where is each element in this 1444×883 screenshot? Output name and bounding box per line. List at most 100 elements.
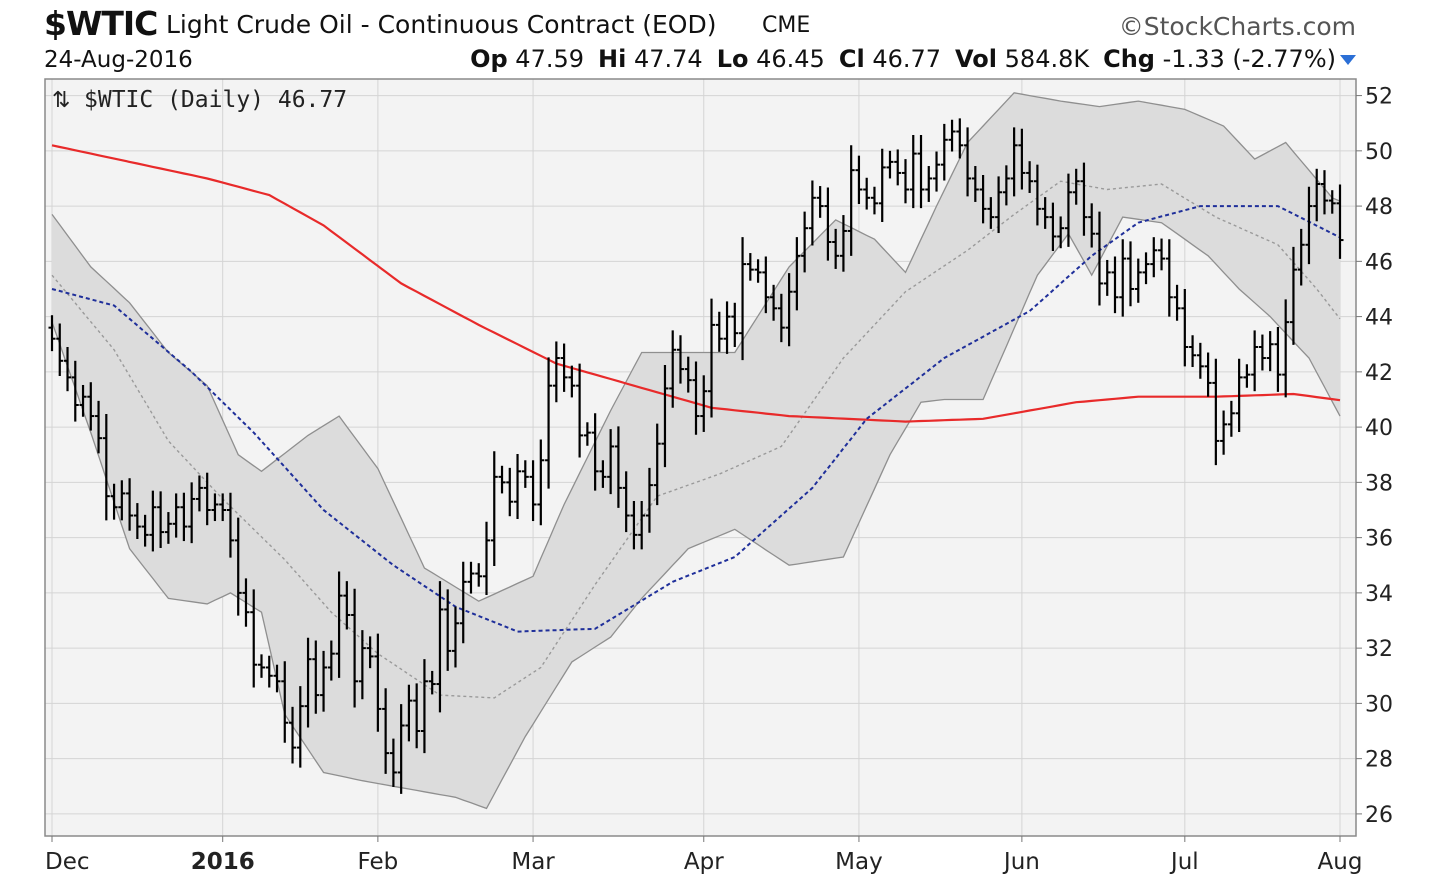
change-label: Chg (1103, 45, 1155, 73)
ohlc-bar (1080, 162, 1088, 236)
ohlc-bar (1103, 259, 1111, 296)
volume-value: 584.8K (1004, 45, 1090, 73)
ohlc-bar (250, 589, 258, 688)
ohlc-bar (444, 589, 452, 671)
ohlc-bar (397, 704, 405, 794)
y-tick-label: 52 (1365, 85, 1393, 110)
change-down-icon[interactable] (1340, 55, 1356, 65)
ohlc-bar (64, 346, 72, 392)
ohlc-bar (71, 360, 79, 422)
ohlc-bar (475, 563, 483, 587)
ohlc-bar (281, 661, 289, 743)
ohlc-bar (1026, 161, 1034, 193)
ohlc-bar (839, 215, 847, 272)
ohlc-bar (335, 571, 343, 678)
ohlc-bar (886, 150, 894, 179)
ohlc-bar (1119, 239, 1127, 317)
ohlc-bar (832, 228, 840, 269)
chart-header-quote-row: 24-Aug-2016 Op 47.59 Hi 47.74 Lo 46.45 Cl 4… (44, 44, 1356, 78)
ohlc-bar (808, 180, 816, 246)
symbol[interactable]: $WTIC (44, 4, 158, 43)
volume-label: Vol (955, 45, 998, 73)
ohlc-bar (242, 578, 250, 627)
stockcharts-logo[interactable]: ©StockCharts.com (1118, 12, 1356, 41)
ohlc-bar (1033, 164, 1041, 226)
ohlc-bar (413, 683, 421, 749)
y-axis: 26 28 30 32 34 36 38 40 42 44 46 48 50 52 (1356, 85, 1393, 828)
ohlc-bar (521, 460, 529, 488)
x-tick-label: Jun (1002, 849, 1040, 875)
ohlc-bar (1266, 331, 1274, 372)
ohlc-bar (296, 686, 304, 768)
ohlc-bar (320, 650, 328, 712)
ohlc-bar (964, 127, 972, 197)
ohlc-bar (188, 482, 196, 544)
ohlc-bar (211, 493, 219, 522)
ohlc-bar (739, 237, 747, 361)
x-tick-label: Apr (684, 849, 724, 875)
ohlc-bar (180, 492, 188, 542)
ohlc-bar (1181, 288, 1189, 367)
ohlc-bar (436, 581, 444, 713)
y-tick-label: 38 (1365, 471, 1393, 496)
ohlc-bar (164, 512, 172, 544)
ohlc-bar (1088, 203, 1096, 248)
y-tick-label: 32 (1365, 637, 1393, 662)
ohlc-bar (762, 256, 770, 314)
y-tick-label: 42 (1365, 361, 1393, 386)
ohlc-bar (933, 151, 941, 192)
ohlc-bar (374, 633, 382, 732)
instrument-description: Light Crude Oil - Continuous Contract (E… (166, 10, 717, 39)
ohlc-bar (1165, 239, 1173, 317)
ohlc-bar (467, 561, 475, 594)
ohlc-bar (622, 471, 630, 533)
ohlc-bar (545, 357, 553, 489)
chart-header-title-row: $WTIC Light Crude Oil - Continuous Contr… (44, 4, 1356, 44)
ohlc-bar (490, 451, 498, 566)
ohlc-bar (715, 311, 723, 352)
y-tick-label: 36 (1365, 527, 1393, 552)
ohlc-bar (257, 654, 265, 678)
ohlc-bar (1150, 237, 1158, 278)
ohlc-bar (366, 636, 374, 669)
chart-legend: ⇅ $WTIC (Daily) 46.77 (52, 87, 347, 113)
ohlc-bar (1320, 170, 1328, 215)
ohlc-bar (1189, 335, 1197, 368)
ohlc-bar (909, 134, 917, 209)
ohlc-bar (265, 655, 273, 688)
change-value: -1.33 (-2.77%) (1162, 45, 1336, 73)
ohlc-bar (483, 521, 491, 595)
ohlc-bar (661, 364, 669, 468)
ohlc-bar (684, 356, 692, 393)
bollinger-middle-line (51, 180, 1341, 699)
ohlc-bar (327, 640, 335, 681)
ohlc-bar (428, 670, 436, 695)
ohlc-bar (583, 422, 591, 446)
ohlc-bar (529, 460, 537, 522)
high-label: Hi (598, 45, 627, 73)
x-axis: Dec 2016 Feb Mar Apr May Jun Jul Aug (45, 836, 1362, 875)
ohlc-bar (1002, 165, 1010, 206)
ohlc-bar (1064, 173, 1072, 247)
ohlc-bar (1235, 358, 1243, 432)
ohlc-bar (599, 460, 607, 488)
ohlc-bar (1041, 197, 1049, 229)
ohlc-bar (351, 588, 359, 708)
ohlc-bar (405, 684, 413, 742)
ohlc-bar (126, 478, 134, 531)
ohlc-bar (1018, 128, 1026, 190)
ohlc-bar (48, 315, 56, 352)
ohlc-bar (1336, 184, 1344, 259)
ohlc-bar (289, 706, 297, 764)
legend-arrows-icon[interactable]: ⇅ (52, 88, 70, 113)
ohlc-bar (110, 483, 118, 520)
open-label: Op (470, 45, 508, 73)
y-tick-label: 30 (1365, 692, 1393, 717)
ohlc-bar (552, 341, 560, 403)
close-value: 46.77 (872, 45, 942, 73)
ohlc-bar (591, 413, 599, 491)
ohlc-bar (560, 343, 568, 392)
ohlc-bar (537, 439, 545, 526)
ohlc-bar (770, 284, 778, 321)
ohlc-bar (1173, 284, 1181, 321)
